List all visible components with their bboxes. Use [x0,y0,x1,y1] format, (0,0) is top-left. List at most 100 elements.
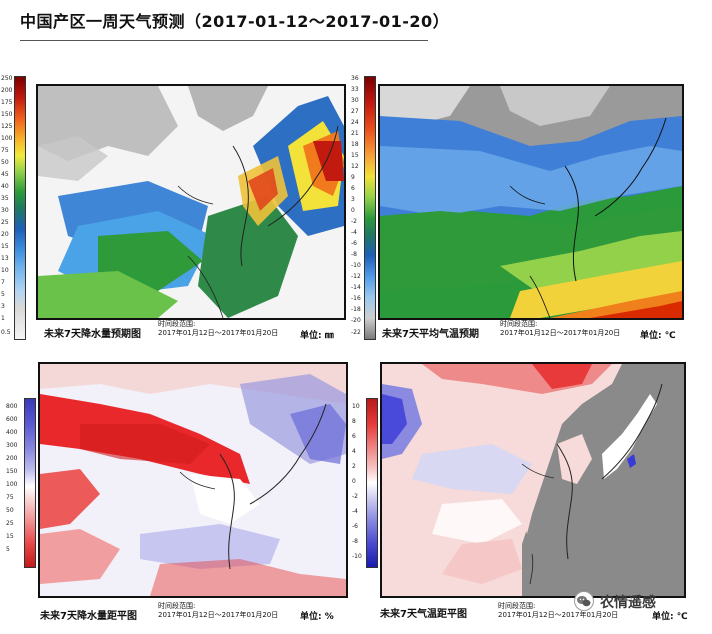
tick-label: 50 [1,159,9,166]
tick-label: -18 [351,306,361,313]
tick-label: 600 [6,416,18,423]
colorbar-ticks-precipitation-anomaly: 800 600 400 300 200 150 100 75 50 25 15 … [6,404,22,564]
tick-label: 1 [1,315,5,322]
time-range-label: 时间段范围: [158,320,196,328]
tick-label: 40 [1,183,9,190]
map-precipitation-forecast [36,84,346,320]
tick-label: 100 [1,135,13,142]
tick-label: 24 [351,119,359,126]
tick-label: 3 [351,196,355,203]
tick-label: 200 [1,87,13,94]
tick-label: 75 [1,147,9,154]
tick-label: 36 [351,75,359,82]
map-graphic [380,86,682,318]
tick-label: 25 [6,520,14,527]
tick-label: 45 [1,171,9,178]
tick-label: 0.5 [1,329,11,336]
tick-label: -8 [351,251,357,258]
tick-label: 5 [6,546,10,553]
time-range-block: 时间段范围: 2017年01月12日～2017年01月20日 [158,320,278,338]
tick-label: 25 [1,219,9,226]
tick-label: -8 [352,538,358,545]
tick-label: 5 [1,291,5,298]
tick-label: 35 [1,195,9,202]
tick-label: -10 [352,553,362,560]
tick-label: -2 [352,493,358,500]
tick-label: 18 [351,141,359,148]
time-range-block: 时间段范围: 2017年01月12日～2017年01月20日 [158,602,278,620]
tick-label: 9 [351,174,355,181]
wechat-logo-icon [574,591,594,611]
time-range-value: 2017年01月12日～2017年01月20日 [498,611,619,619]
colorbar-ticks-temperature-anomaly: 10 8 6 4 2 0 -2 -4 -6 -8 -10 [352,404,366,564]
time-range-label: 时间段范围: [158,602,196,610]
tick-label: 2 [352,463,356,470]
tick-label: 30 [1,207,9,214]
unit-label: 单位: ㎜ [300,331,334,341]
tick-label: 6 [352,433,356,440]
unit-label: 单位: % [300,612,334,622]
tick-label: -10 [351,262,361,269]
tick-label: 30 [351,97,359,104]
title-divider [20,40,428,41]
tick-label: 150 [6,468,18,475]
tick-label: 10 [352,403,360,410]
map-graphic [40,364,346,596]
time-range-block: 时间段范围: 2017年01月12日～2017年01月20日 [500,320,620,338]
tick-label: 300 [6,442,18,449]
map-graphic [38,86,344,318]
tick-label: -22 [351,329,361,336]
tick-label: -4 [351,229,357,236]
tick-label: -2 [351,218,357,225]
tick-label: 8 [352,418,356,425]
tick-label: 20 [1,231,9,238]
tick-label: 21 [351,130,359,137]
map-graphic [382,364,684,596]
colorbar-precipitation-anomaly [24,398,36,568]
caption-temperature-anomaly: 未来7天气温距平图 [380,609,467,620]
tick-label: 150 [1,111,13,118]
colorbar-temperature [364,76,376,340]
colorbar-temperature-anomaly [366,398,378,568]
tick-label: 0 [351,207,355,214]
tick-label: -6 [352,523,358,530]
caption-precipitation-anomaly: 未来7天降水量距平图 [40,611,137,622]
map-temperature-forecast [378,84,684,320]
tick-label: -12 [351,273,361,280]
tick-label: 100 [6,481,18,488]
tick-label: 15 [351,152,359,159]
time-range-value: 2017年01月12日～2017年01月20日 [158,611,279,619]
tick-label: 400 [6,429,18,436]
tick-label: -14 [351,284,361,291]
tick-label: 7 [1,279,5,286]
tick-label: 250 [1,75,13,82]
time-range-value: 2017年01月12日～2017年01月20日 [500,329,621,337]
tick-label: 75 [6,494,14,501]
colorbar-precipitation [14,76,26,340]
colorbar-ticks-temperature: 36 33 30 27 24 21 18 15 12 9 6 3 0 -2 -4… [351,76,365,338]
tick-label: 125 [1,123,13,130]
tick-label: -16 [351,295,361,302]
caption-precipitation-forecast: 未来7天降水量预期图 [44,329,141,340]
tick-label: 200 [6,455,18,462]
map-temperature-anomaly [380,362,686,598]
tick-label: -20 [351,317,361,324]
unit-label: 单位: ℃ [640,331,676,341]
time-range-label: 时间段范围: [500,320,538,328]
page-title: 中国产区一周天气预测（2017-01-12～2017-01-20） [20,12,450,31]
tick-label: 3 [1,303,5,310]
time-range-block: 时间段范围: 2017年01月12日～2017年01月20日 [498,602,618,620]
caption-temperature-forecast: 未来7天平均气温预期 [382,329,479,340]
tick-label: 27 [351,108,359,115]
tick-label: 175 [1,99,13,106]
time-range-value: 2017年01月12日～2017年01月20日 [158,329,279,337]
tick-label: 15 [1,243,9,250]
tick-label: 33 [351,86,359,93]
colorbar-ticks-precipitation: 250 200 175 150 125 100 75 50 45 40 35 3… [1,76,13,338]
tick-label: 0 [352,478,356,485]
tick-label: 13 [1,255,9,262]
time-range-label: 时间段范围: [498,602,536,610]
tick-label: 12 [351,163,359,170]
watermark-text: 农情遥感 [600,595,656,611]
unit-label: 单位: ℃ [652,612,688,622]
